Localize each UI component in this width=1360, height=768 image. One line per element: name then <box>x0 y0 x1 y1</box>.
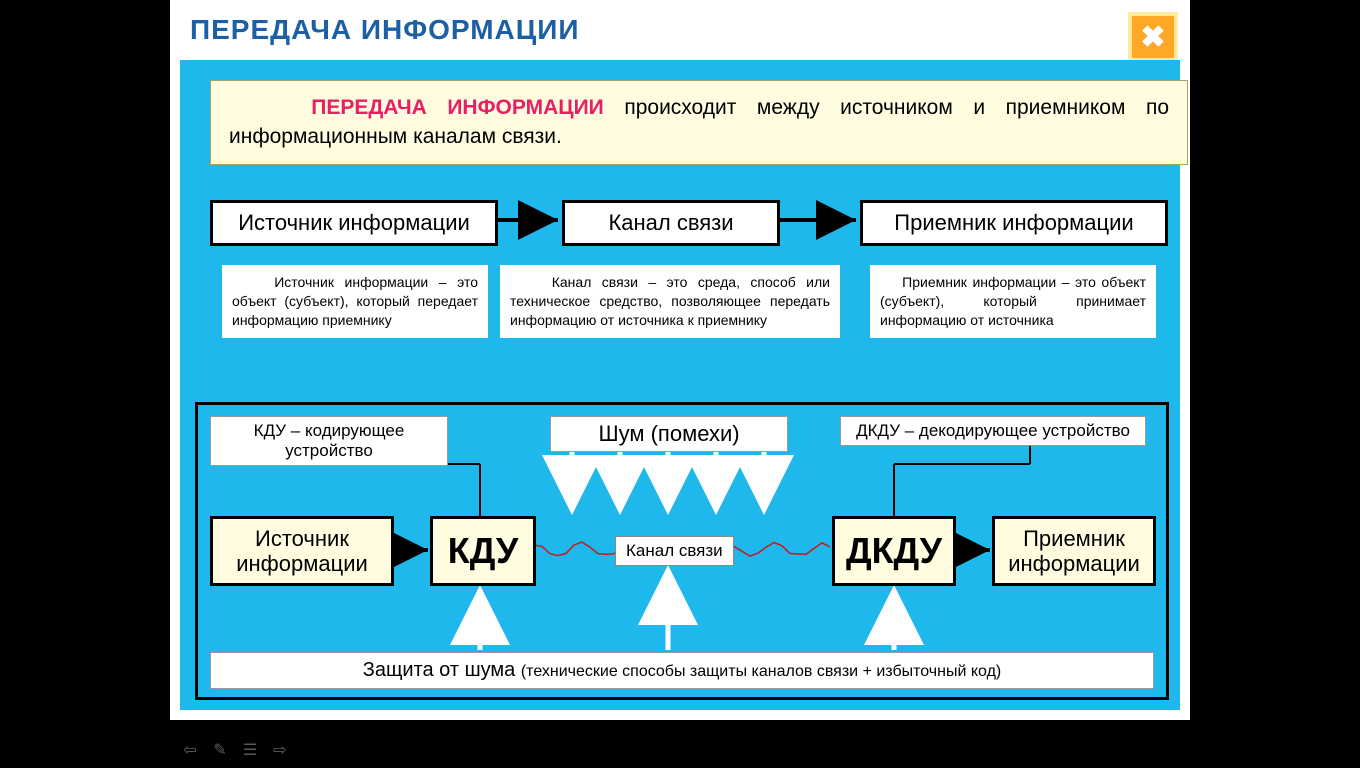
dkdu-label: ДКДУ – декодирующее устройство <box>840 416 1146 446</box>
flow-description: Канал связи – это среда, способ или техн… <box>500 265 840 338</box>
channel-box: Канал связи <box>615 536 734 566</box>
pen-icon[interactable]: ✎ <box>210 740 230 760</box>
flow-box: Источник информации <box>210 200 498 246</box>
source-box: Источник информации <box>210 516 394 586</box>
flow-box: Канал связи <box>562 200 780 246</box>
kdu-box: КДУ <box>430 516 536 586</box>
kdu-label: КДУ – кодирующее устройство <box>210 416 448 466</box>
defense-sub: (технические способы защиты каналов связ… <box>521 663 1001 680</box>
menu-icon[interactable]: ☰ <box>240 740 260 760</box>
dkdu-box: ДКДУ <box>832 516 956 586</box>
slide: ПЕРЕДАЧА ИНФОРМАЦИИ ✖ ПЕРЕДАЧА ИНФОРМАЦИ… <box>170 0 1190 720</box>
noise-label: Шум (помехи) <box>550 416 788 452</box>
flow-box: Приемник информации <box>860 200 1168 246</box>
next-icon[interactable]: ⇨ <box>270 740 290 760</box>
flow-description: Приемник информации – это объект (субъек… <box>870 265 1156 338</box>
receiver-box: Приемник информации <box>992 516 1156 586</box>
flow-description: Источник информации – это объект (субъек… <box>222 265 488 338</box>
defense-bar: Защита от шума (технические способы защи… <box>210 652 1154 689</box>
close-icon: ✖ <box>1140 20 1165 55</box>
defense-main: Защита от шума <box>363 659 521 681</box>
viewer-toolbar: ⇦ ✎ ☰ ⇨ <box>180 740 290 760</box>
prev-icon[interactable]: ⇦ <box>180 740 200 760</box>
close-button[interactable]: ✖ <box>1128 12 1178 62</box>
page-title: ПЕРЕДАЧА ИНФОРМАЦИИ <box>190 14 579 46</box>
content-area: ПЕРЕДАЧА ИНФОРМАЦИИ происходит между ист… <box>180 60 1180 710</box>
